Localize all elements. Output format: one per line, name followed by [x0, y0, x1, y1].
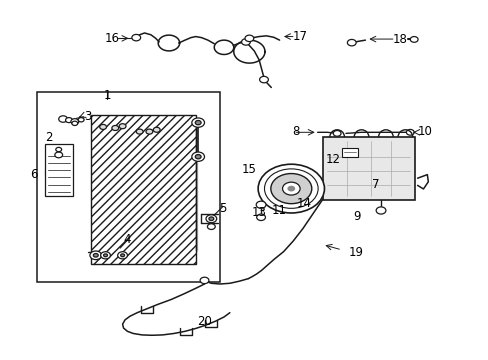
Text: 10: 10: [417, 125, 431, 138]
Bar: [44, 144, 73, 196]
Circle shape: [191, 118, 204, 127]
Circle shape: [71, 119, 79, 125]
Circle shape: [132, 35, 141, 41]
Circle shape: [103, 254, 107, 257]
Text: 3: 3: [83, 110, 91, 123]
Text: 14: 14: [296, 197, 311, 210]
Circle shape: [200, 277, 208, 284]
Circle shape: [258, 164, 324, 213]
Circle shape: [136, 129, 143, 134]
Circle shape: [65, 118, 72, 123]
Text: 19: 19: [347, 246, 363, 259]
Circle shape: [153, 127, 160, 132]
Circle shape: [287, 186, 295, 192]
Circle shape: [90, 251, 102, 260]
Text: 7: 7: [372, 178, 379, 191]
Text: 9: 9: [352, 210, 360, 223]
Circle shape: [78, 118, 84, 122]
Circle shape: [264, 169, 318, 208]
Circle shape: [72, 121, 78, 126]
Text: 11: 11: [271, 204, 286, 217]
Text: 20: 20: [197, 315, 211, 328]
Circle shape: [205, 215, 216, 223]
Circle shape: [256, 214, 265, 221]
Circle shape: [93, 253, 98, 257]
Text: 12: 12: [325, 153, 340, 166]
Text: 18: 18: [392, 32, 407, 46]
Circle shape: [119, 124, 126, 129]
Bar: [91, 116, 195, 264]
Text: 4: 4: [123, 233, 131, 246]
Bar: [341, 148, 357, 157]
Circle shape: [112, 126, 119, 131]
Circle shape: [241, 39, 250, 45]
Circle shape: [244, 35, 253, 41]
Circle shape: [56, 147, 61, 152]
Circle shape: [146, 129, 153, 134]
Circle shape: [375, 207, 385, 214]
Circle shape: [195, 121, 201, 125]
Circle shape: [282, 182, 300, 195]
Circle shape: [332, 131, 340, 136]
Circle shape: [259, 76, 268, 83]
Circle shape: [121, 254, 124, 257]
Circle shape: [191, 152, 204, 161]
Circle shape: [207, 224, 215, 229]
Text: 6: 6: [30, 168, 38, 181]
Circle shape: [101, 252, 110, 259]
Bar: [322, 137, 414, 200]
Circle shape: [55, 152, 62, 158]
Text: 15: 15: [242, 163, 256, 176]
Circle shape: [270, 174, 311, 204]
Circle shape: [406, 130, 413, 135]
Text: 13: 13: [251, 207, 266, 220]
Text: 2: 2: [44, 131, 52, 144]
Text: 5: 5: [219, 202, 226, 215]
Circle shape: [256, 201, 265, 208]
Circle shape: [195, 154, 201, 159]
Circle shape: [118, 252, 127, 259]
Text: 17: 17: [292, 30, 307, 43]
Circle shape: [208, 217, 213, 221]
Circle shape: [346, 40, 355, 46]
Circle shape: [100, 125, 106, 130]
Circle shape: [59, 116, 67, 122]
Text: 8: 8: [292, 125, 299, 138]
Text: 1: 1: [103, 89, 110, 102]
Text: 16: 16: [104, 32, 119, 45]
Bar: [37, 92, 220, 282]
Circle shape: [409, 37, 417, 42]
